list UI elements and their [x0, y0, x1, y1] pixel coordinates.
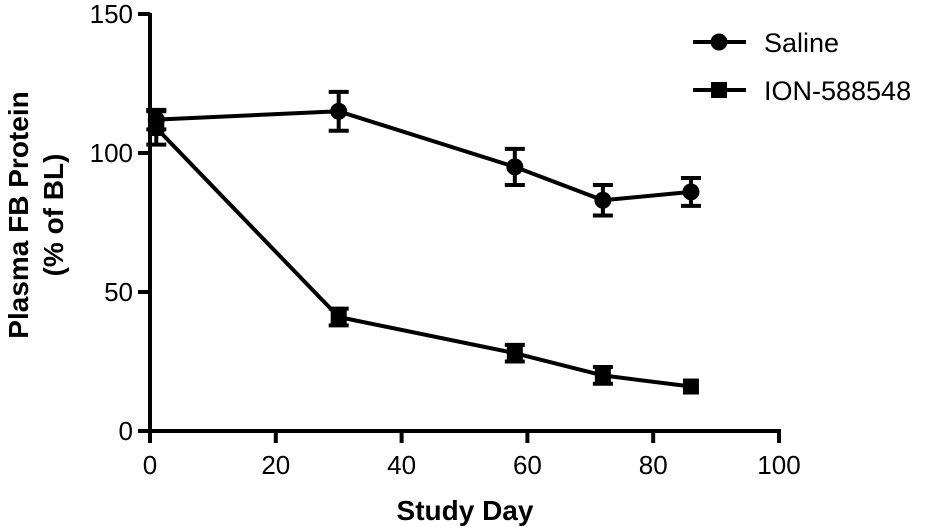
series-layer	[146, 89, 701, 395]
data-point-ion-588548	[148, 119, 165, 136]
axes	[148, 13, 781, 433]
y-axis-title: Plasma FB Protein (% of BL)	[3, 91, 69, 338]
y-axis-title-line1: Plasma FB Protein	[3, 91, 34, 338]
y-tick-label: 150	[90, 0, 133, 29]
data-point-ion-588548	[594, 367, 611, 384]
legend: Saline ION-588548	[693, 28, 911, 106]
legend-marker	[710, 33, 728, 51]
legend-label: ION-588548	[764, 76, 911, 106]
x-tick-label: 40	[387, 450, 416, 480]
data-point-ion-588548	[506, 345, 523, 362]
x-tick-label: 100	[757, 450, 800, 480]
x-tick-label: 80	[639, 450, 668, 480]
data-point-saline	[330, 102, 348, 120]
y-ticks: 0 50 100 150	[90, 0, 150, 446]
y-tick-label: 0	[119, 416, 133, 446]
legend-label: Saline	[764, 28, 839, 58]
series-ion-588548	[146, 109, 699, 395]
x-axis-title: Study Day	[397, 495, 534, 526]
legend-item-saline: Saline	[693, 28, 839, 58]
data-point-ion-588548	[330, 309, 347, 326]
series-line-ion-588548	[154, 126, 692, 389]
legend-marker	[711, 82, 727, 98]
x-ticks: 0 20 40 60 80 100	[143, 431, 801, 480]
y-tick-label: 100	[90, 138, 133, 168]
data-point-saline	[506, 158, 524, 176]
legend-item-ion-588548: ION-588548	[693, 76, 911, 106]
y-axis-title-line2: (% of BL)	[38, 154, 69, 277]
x-tick-label: 20	[261, 450, 290, 480]
y-tick-label: 50	[104, 277, 133, 307]
x-tick-label: 0	[143, 450, 157, 480]
data-point-saline	[594, 191, 612, 209]
data-point-ion-588548	[682, 378, 699, 395]
series-saline	[146, 89, 701, 218]
x-tick-label: 60	[513, 450, 542, 480]
data-point-saline	[682, 183, 700, 201]
